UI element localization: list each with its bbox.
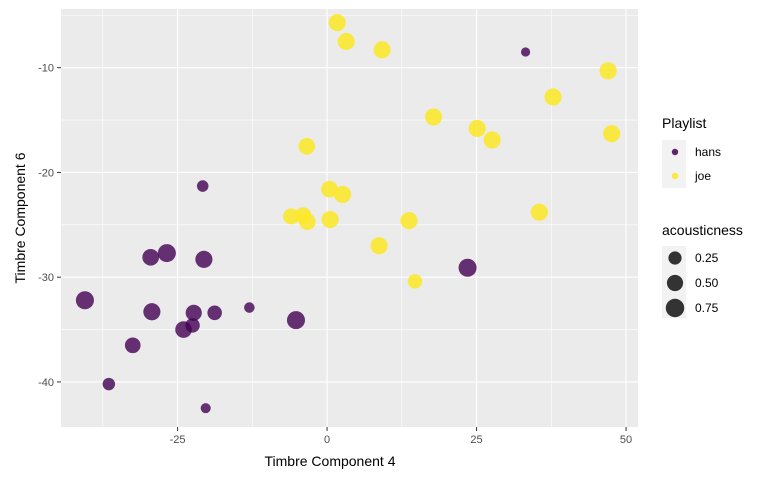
- y-tick-label: -10: [38, 63, 54, 75]
- legend-label-joe: joe: [694, 169, 711, 183]
- point-hans: [185, 318, 200, 333]
- point-joe: [370, 237, 388, 255]
- point-hans: [207, 305, 222, 321]
- point-hans: [157, 244, 176, 263]
- x-axis-title: Timbre Component 4: [265, 453, 396, 469]
- legend-key-hans: [671, 148, 679, 156]
- x-tick-label: 50: [620, 434, 632, 446]
- y-axis-ticks: -10 -20 -30 -40: [38, 63, 61, 389]
- point-joe: [334, 185, 352, 204]
- point-joe: [483, 131, 501, 149]
- point-joe: [298, 137, 316, 155]
- point-hans: [102, 377, 116, 391]
- point-joe: [283, 208, 300, 225]
- data-points: [75, 14, 621, 414]
- point-joe: [599, 62, 617, 80]
- point-hans: [520, 47, 531, 57]
- y-axis-title: Timbre Component 6: [12, 152, 28, 283]
- point-hans: [458, 258, 477, 277]
- legend-size-key-1: [668, 251, 682, 265]
- legend-size-label-1: 0.25: [695, 251, 719, 265]
- point-hans: [124, 337, 141, 354]
- legend-size-label-2: 0.50: [695, 276, 719, 290]
- x-axis-ticks: -25 0 25 50: [170, 427, 632, 446]
- y-tick-label: -30: [38, 272, 54, 284]
- legend-size-title: acousticness: [662, 222, 743, 238]
- point-hans: [185, 304, 202, 321]
- point-hans: [200, 403, 211, 414]
- point-hans: [196, 180, 209, 192]
- point-hans: [142, 248, 160, 266]
- x-tick-label: -25: [170, 434, 186, 446]
- legend-size-key-2: [666, 274, 684, 292]
- point-joe: [321, 180, 338, 198]
- point-joe: [424, 108, 443, 126]
- y-tick-label: -40: [38, 377, 54, 389]
- legend-color-title: Playlist: [662, 115, 706, 131]
- legend-size-key-3: [665, 298, 685, 318]
- x-tick-label: 25: [470, 434, 482, 446]
- legend-key-joe: [671, 172, 679, 180]
- point-joe: [603, 125, 621, 143]
- point-joe: [544, 88, 562, 106]
- point-joe: [299, 213, 316, 231]
- point-joe: [328, 14, 346, 32]
- point-joe: [407, 274, 423, 289]
- legend-size-label-3: 0.75: [695, 301, 719, 315]
- point-hans: [75, 291, 94, 310]
- point-joe: [400, 212, 418, 230]
- point-joe: [530, 203, 548, 221]
- y-tick-label: -20: [38, 167, 54, 179]
- point-joe: [321, 210, 339, 229]
- point-joe: [337, 32, 355, 51]
- x-tick-label: 0: [324, 434, 330, 446]
- point-hans: [244, 302, 255, 313]
- point-hans: [286, 311, 306, 330]
- point-hans: [143, 303, 161, 321]
- point-joe: [468, 119, 486, 138]
- point-joe: [373, 41, 391, 59]
- legend: Playlist hans joe acousticness 0.25 0.50…: [662, 115, 743, 318]
- point-hans: [195, 250, 213, 268]
- legend-label-hans: hans: [695, 145, 721, 159]
